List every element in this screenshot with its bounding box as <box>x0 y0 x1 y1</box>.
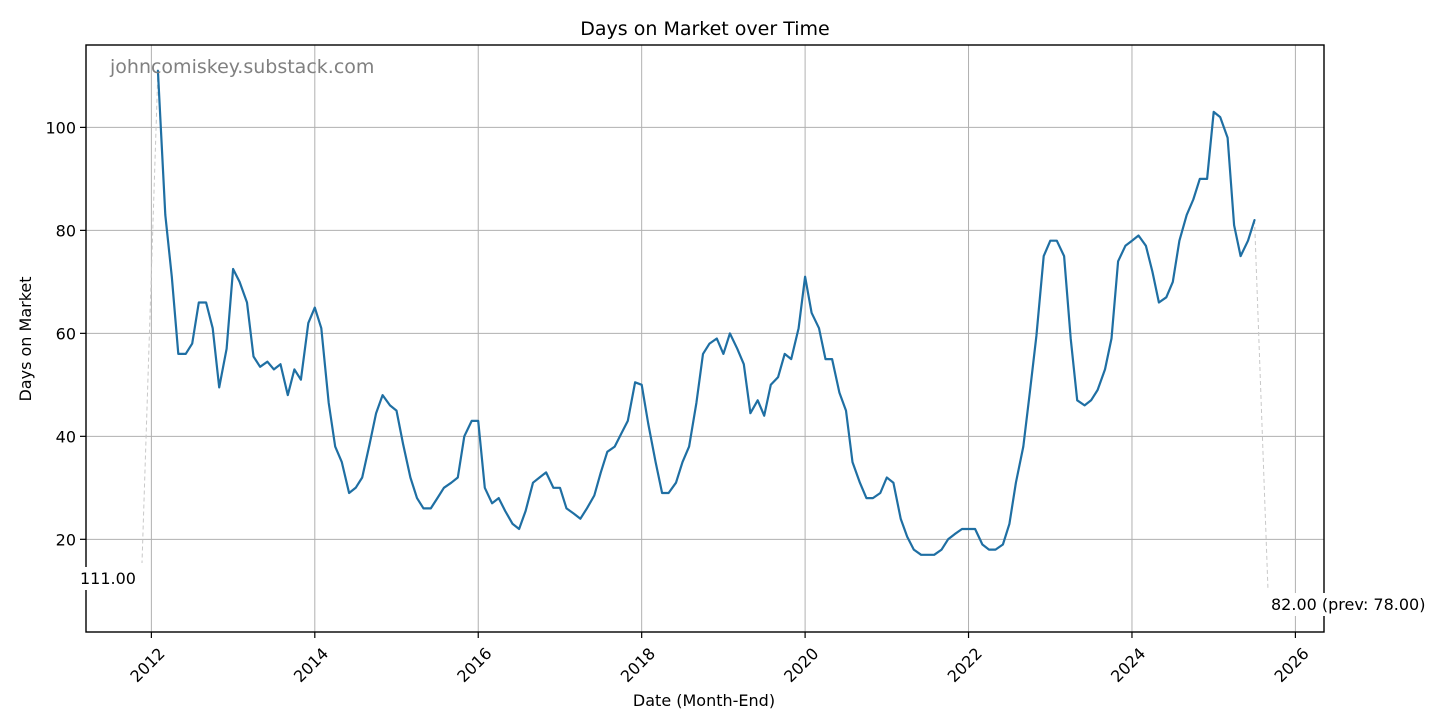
y-axis-label: Days on Market <box>16 276 35 401</box>
watermark: johncomiskey.substack.com <box>109 56 374 78</box>
series-line <box>156 69 1256 556</box>
annotation-leaders <box>141 70 1269 591</box>
annotation-first-value: 111.00 <box>80 569 136 588</box>
annotation-leader-first <box>141 70 159 564</box>
annotation-last-value: 82.00 (prev: 78.00) <box>1271 595 1425 614</box>
x-axis-label: Date (Month-End) <box>633 691 775 710</box>
y-tick-label: 20 <box>56 530 76 549</box>
y-tick-label: 40 <box>56 427 76 446</box>
chart-title: Days on Market over Time <box>580 18 829 40</box>
y-tick-label: 80 <box>56 221 76 240</box>
series-layer <box>156 69 1256 556</box>
annotation-last-box <box>1268 593 1429 616</box>
y-tick-label: 60 <box>56 324 76 343</box>
y-tick-label: 100 <box>45 118 76 137</box>
annotation-leader-last <box>1254 220 1269 591</box>
grid-layer <box>86 45 1324 632</box>
annotation-first-box <box>77 567 139 590</box>
axes-frame <box>85 44 1325 633</box>
